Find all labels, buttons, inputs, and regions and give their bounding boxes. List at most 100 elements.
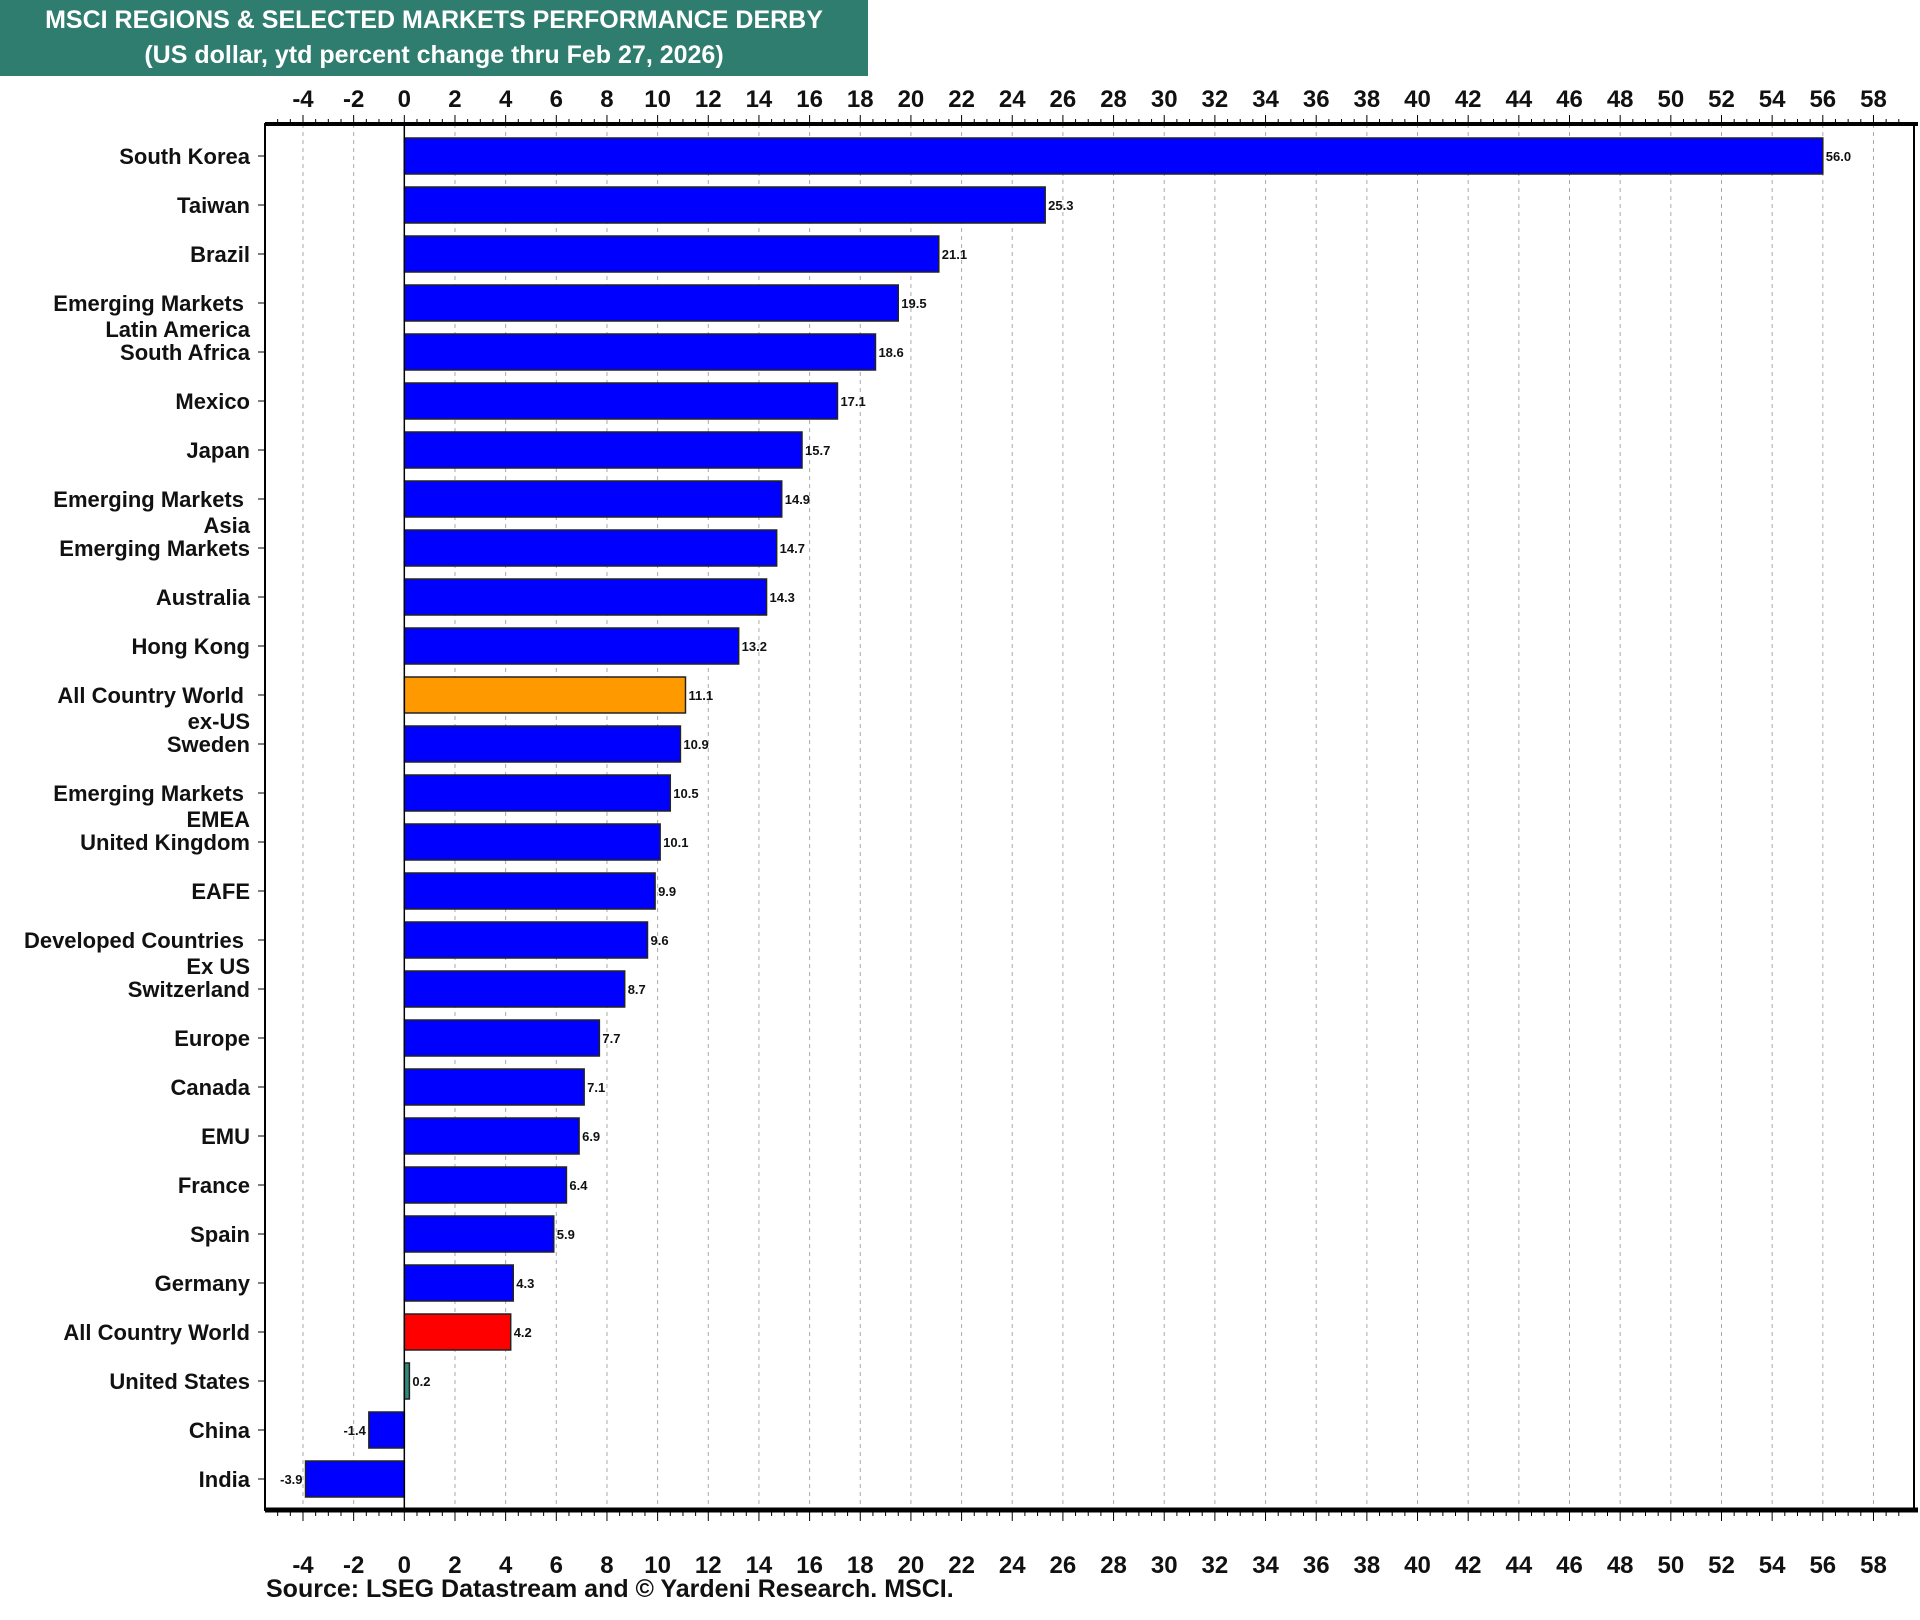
bar	[403, 676, 687, 714]
data-label: 6.9	[582, 1129, 600, 1144]
top-tick-label: 38	[1354, 86, 1381, 113]
category-label: Taiwan	[177, 193, 250, 218]
category-label: Japan	[186, 438, 250, 463]
bar	[403, 1166, 568, 1204]
data-label: 9.6	[650, 933, 668, 948]
data-label: 10.1	[663, 835, 688, 850]
bar	[403, 578, 768, 616]
category-label: EAFE	[191, 879, 250, 904]
data-label: 19.5	[901, 296, 926, 311]
top-tick-label: 54	[1759, 86, 1786, 113]
bar	[403, 431, 803, 469]
top-tick-label: 48	[1607, 86, 1634, 113]
top-tick-label: 0	[398, 86, 411, 113]
top-tick-label: 46	[1556, 86, 1583, 113]
category-label: Germany	[155, 1271, 251, 1296]
top-tick-label: 56	[1809, 86, 1836, 113]
bottom-tick-label: 34	[1252, 1552, 1279, 1579]
bar	[403, 480, 783, 518]
data-label: 9.9	[658, 884, 676, 899]
data-label: 5.9	[557, 1227, 575, 1242]
bar	[403, 1215, 555, 1253]
top-tick-label: 22	[948, 86, 975, 113]
data-label: 11.1	[688, 688, 713, 703]
bottom-tick-label: 0	[398, 1552, 411, 1579]
category-label: Hong Kong	[131, 634, 250, 659]
bottom-tick-label: 18	[847, 1552, 874, 1579]
top-tick-label: 58	[1860, 86, 1887, 113]
bottom-tick-label: 32	[1202, 1552, 1229, 1579]
top-tick-label: 24	[999, 86, 1026, 113]
bottom-tick-label: 50	[1657, 1552, 1684, 1579]
top-tick-label: 44	[1505, 86, 1532, 113]
data-label: 15.7	[805, 443, 830, 458]
data-label: 4.2	[514, 1325, 532, 1340]
bottom-tick-label: 12	[695, 1552, 722, 1579]
bar	[403, 823, 661, 861]
top-tick-label: 14	[746, 86, 773, 113]
data-label: -1.4	[343, 1423, 366, 1438]
chart-title-box: MSCI REGIONS & SELECTED MARKETS PERFORMA…	[0, 0, 868, 76]
top-tick-label: 32	[1202, 86, 1229, 113]
data-label: 10.5	[673, 786, 698, 801]
data-label: 7.1	[587, 1080, 605, 1095]
category-label: Sweden	[167, 732, 250, 757]
bar	[368, 1411, 406, 1449]
bottom-tick-label: 56	[1809, 1552, 1836, 1579]
category-label: Emerging Markets	[53, 781, 244, 806]
bar	[403, 970, 626, 1008]
bottom-tick-label: 48	[1607, 1552, 1634, 1579]
bottom-tick-label: -2	[343, 1552, 364, 1579]
category-label: All Country World	[57, 683, 244, 708]
bar	[403, 529, 778, 567]
top-tick-label: -4	[292, 86, 314, 113]
category-label: Asia	[204, 513, 251, 538]
top-tick-label: 42	[1455, 86, 1482, 113]
category-label: Australia	[156, 585, 251, 610]
category-label: South Africa	[120, 340, 251, 365]
chart-title: MSCI REGIONS & SELECTED MARKETS PERFORMA…	[45, 6, 823, 34]
data-label: 4.3	[516, 1276, 534, 1291]
category-label: France	[178, 1173, 250, 1198]
bar	[403, 627, 740, 665]
category-label: EMU	[201, 1124, 250, 1149]
chart-subtitle: (US dollar, ytd percent change thru Feb …	[144, 41, 724, 69]
top-tick-label: 26	[1050, 86, 1077, 113]
bar	[403, 872, 656, 910]
top-tick-label: 36	[1303, 86, 1330, 113]
top-tick-label: 50	[1657, 86, 1684, 113]
top-tick-label: 20	[898, 86, 925, 113]
category-label: Canada	[171, 1075, 251, 1100]
data-label: 18.6	[878, 345, 903, 360]
bottom-tick-label: 46	[1556, 1552, 1583, 1579]
top-tick-label: 40	[1404, 86, 1431, 113]
bottom-tick-label: 42	[1455, 1552, 1482, 1579]
data-label: 7.7	[602, 1031, 620, 1046]
bottom-tick-label: 16	[796, 1552, 823, 1579]
bottom-tick-label: 22	[948, 1552, 975, 1579]
bottom-tick-label: 6	[550, 1552, 563, 1579]
data-label: 14.7	[780, 541, 805, 556]
data-label: 17.1	[840, 394, 865, 409]
bottom-tick-label: 4	[499, 1552, 513, 1579]
bottom-tick-label: 44	[1505, 1552, 1532, 1579]
bottom-tick-label: 52	[1708, 1552, 1735, 1579]
bar	[403, 1117, 580, 1155]
category-label: Spain	[190, 1222, 250, 1247]
bar	[403, 1264, 514, 1302]
category-label: Emerging Markets	[59, 536, 250, 561]
top-tick-label: 10	[644, 86, 671, 113]
bar	[403, 1313, 512, 1351]
category-label: Mexico	[175, 389, 250, 414]
bar	[403, 333, 877, 371]
bar	[403, 1019, 601, 1057]
top-tick-label: 18	[847, 86, 874, 113]
category-label: Emerging Markets	[53, 291, 244, 316]
bottom-tick-label: 10	[644, 1552, 671, 1579]
top-tick-label: 34	[1252, 86, 1279, 113]
data-label: 8.7	[628, 982, 646, 997]
top-tick-label: -2	[343, 86, 364, 113]
bar	[403, 921, 649, 959]
bar	[403, 1068, 585, 1106]
